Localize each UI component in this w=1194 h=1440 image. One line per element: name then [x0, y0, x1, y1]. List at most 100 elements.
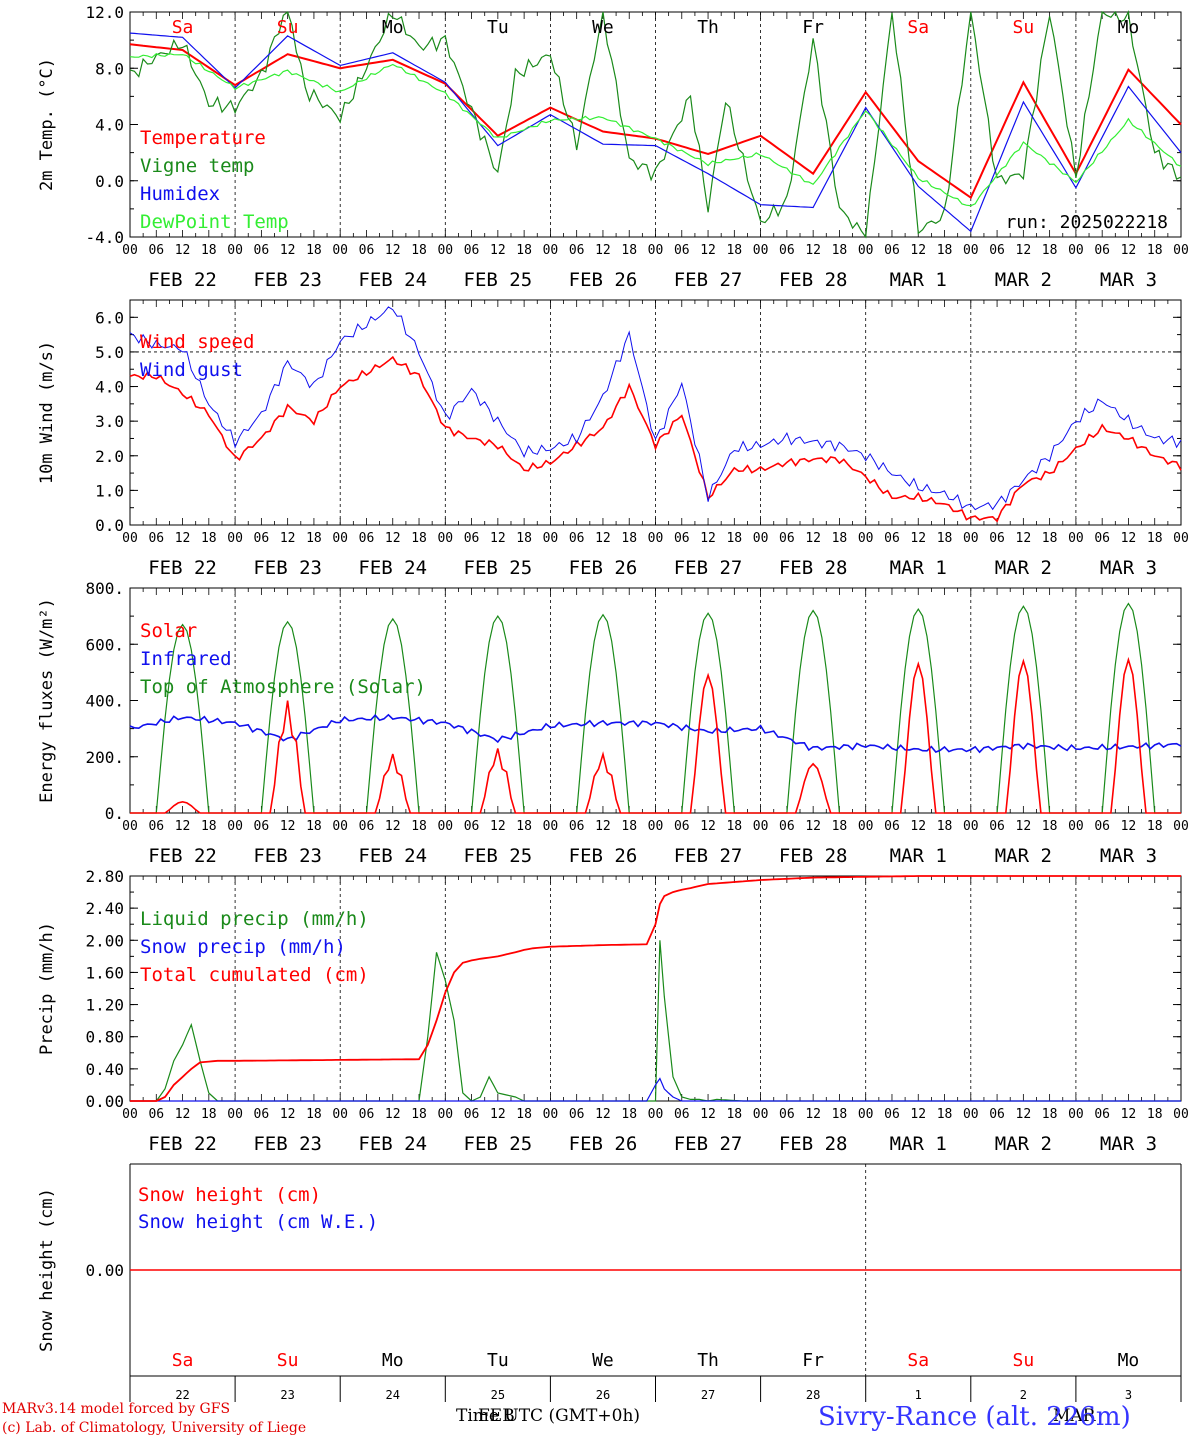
- hour-tick-label: 18: [306, 531, 322, 546]
- hour-tick-label: 12: [595, 1107, 611, 1122]
- date-label: MAR 3: [1100, 269, 1157, 291]
- date-label: FEB 26: [569, 845, 638, 867]
- series-line-humidex: [129, 32, 1182, 233]
- hour-tick-label: 18: [411, 243, 427, 258]
- hour-tick-label: 00: [543, 243, 559, 258]
- day-name: Sa: [907, 17, 929, 38]
- station-label: Sivry-Rance (alt. 226m): [818, 1402, 1131, 1432]
- hour-tick-label: 00: [227, 243, 243, 258]
- y-tick-label: 4.0: [95, 116, 124, 135]
- hour-tick-label: 18: [832, 531, 848, 546]
- hour-tick-label: 06: [884, 243, 900, 258]
- hour-tick-label: 06: [254, 531, 270, 546]
- legend-infrared: Infrared: [140, 648, 232, 670]
- hour-tick-label: 12: [280, 531, 296, 546]
- hour-tick-label: 18: [1042, 819, 1058, 834]
- month-label: FEB: [478, 1406, 515, 1426]
- day-name-bottom: Su: [1013, 1350, 1035, 1371]
- hour-tick-label: 06: [674, 243, 690, 258]
- hour-tick-label: 12: [805, 1107, 821, 1122]
- date-label: FEB 28: [779, 1133, 848, 1155]
- hour-tick-label: 06: [359, 1107, 375, 1122]
- day-name-bottom: Fr: [802, 1350, 824, 1371]
- hour-tick-label: 18: [726, 531, 742, 546]
- hour-tick-label: 00: [122, 1107, 138, 1122]
- hour-tick-label: 18: [411, 531, 427, 546]
- y-tick-label: 0.00: [85, 1261, 124, 1280]
- hour-tick-label: 18: [1147, 1107, 1163, 1122]
- hour-tick-label: 18: [1147, 531, 1163, 546]
- date-label: MAR 2: [995, 1133, 1052, 1155]
- y-tick-label: 400.: [85, 692, 124, 711]
- y-tick-label: 0.0: [95, 172, 124, 191]
- date-label: FEB 25: [464, 269, 533, 291]
- series-line-solar: [130, 656, 1181, 814]
- hour-tick-label: 00: [122, 819, 138, 834]
- hour-tick-label: 00: [963, 1107, 979, 1122]
- hour-tick-label: 00: [437, 531, 453, 546]
- day-name-bottom: Sa: [172, 1350, 194, 1371]
- y-tick-label: 1.0: [95, 481, 124, 500]
- date-label: MAR 1: [890, 557, 947, 579]
- panel-3: [129, 587, 1182, 814]
- hour-tick-label: 12: [700, 819, 716, 834]
- hour-tick-label: 12: [280, 1107, 296, 1122]
- day-number: 3: [1125, 1388, 1132, 1402]
- plot-frame: [129, 299, 1182, 526]
- date-label: FEB 22: [148, 557, 217, 579]
- hour-tick-label: 06: [148, 243, 164, 258]
- day-name: Th: [697, 17, 719, 38]
- hour-tick-label: 18: [201, 243, 217, 258]
- date-label: FEB 28: [779, 269, 848, 291]
- month-label-mar: MAR: [1053, 1406, 1096, 1426]
- date-label: FEB 25: [464, 1133, 533, 1155]
- y-axis-label: Precip (mm/h): [37, 922, 57, 1055]
- hour-tick-label: 18: [832, 819, 848, 834]
- hour-tick-label: 12: [385, 819, 401, 834]
- hour-tick-label: 06: [359, 531, 375, 546]
- hour-tick-label: 12: [175, 819, 191, 834]
- hour-tick-label: 12: [280, 819, 296, 834]
- legend-humidex: Humidex: [140, 183, 220, 205]
- hour-tick-label: 00: [437, 1107, 453, 1122]
- hour-tick-label: 00: [648, 1107, 664, 1122]
- hour-tick-label: 06: [464, 243, 480, 258]
- day-number: 25: [491, 1388, 505, 1402]
- day-number: 27: [701, 1388, 715, 1402]
- date-label: FEB 26: [569, 1133, 638, 1155]
- y-tick-label: 0.00: [85, 1092, 124, 1111]
- day-name-bottom: Tu: [487, 1350, 509, 1371]
- hour-tick-label: 06: [1094, 819, 1110, 834]
- hour-tick-label: 18: [306, 1107, 322, 1122]
- hour-tick-label: 18: [621, 819, 637, 834]
- hour-tick-label: 06: [884, 1107, 900, 1122]
- hour-tick-label: 06: [1094, 531, 1110, 546]
- date-label: FEB 22: [148, 845, 217, 867]
- hour-tick-label: 00: [332, 531, 348, 546]
- hour-tick-label: 18: [937, 1107, 953, 1122]
- hour-tick-label: 18: [306, 243, 322, 258]
- series-line-infrared: [129, 713, 1182, 754]
- hour-tick-label: 00: [648, 243, 664, 258]
- model-credit: MARv3.14 model forced by GFS: [2, 1401, 231, 1417]
- hour-tick-label: 18: [1042, 531, 1058, 546]
- hour-tick-label: 00: [1173, 1107, 1189, 1122]
- hour-tick-label: 18: [832, 1107, 848, 1122]
- hour-tick-label: 06: [254, 243, 270, 258]
- date-label: FEB 27: [674, 845, 743, 867]
- hour-tick-label: 06: [779, 1107, 795, 1122]
- date-label: FEB 22: [148, 1133, 217, 1155]
- hour-tick-label: 12: [490, 243, 506, 258]
- day-number: 1: [915, 1388, 922, 1402]
- hour-tick-label: 06: [1094, 1107, 1110, 1122]
- series-line-dewpoint-temp: [129, 52, 1182, 207]
- day-number: 28: [806, 1388, 820, 1402]
- date-label: MAR 1: [890, 1133, 947, 1155]
- panel-4: [129, 875, 1182, 1102]
- y-tick-label: 0.: [105, 804, 124, 823]
- hour-tick-label: 18: [621, 531, 637, 546]
- hour-tick-label: 00: [1068, 243, 1084, 258]
- hour-tick-label: 12: [175, 531, 191, 546]
- y-tick-label: -4.0: [85, 228, 124, 247]
